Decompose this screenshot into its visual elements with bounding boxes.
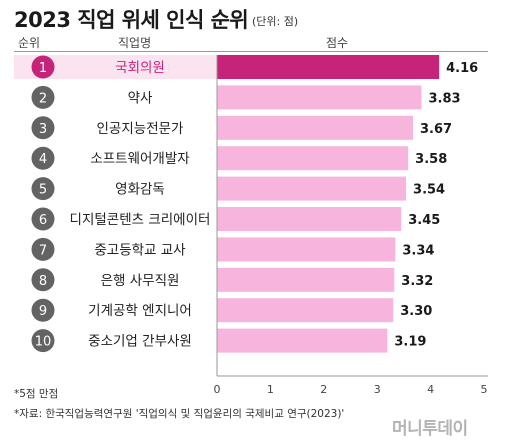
- rank-circle: [31, 146, 55, 170]
- bar: [217, 267, 395, 292]
- job-label: 은행 사무직원: [101, 273, 180, 289]
- rank-circle: [31, 207, 55, 231]
- value-label: 4.16: [446, 61, 478, 76]
- bar: [217, 176, 407, 201]
- rank-column-header: 순위: [18, 36, 41, 50]
- job-label: 국회의원: [115, 60, 165, 76]
- rank-circle: [31, 55, 55, 79]
- job-label: 영화감독: [115, 182, 165, 198]
- value-label: 3.30: [400, 304, 432, 319]
- rank-circle: [31, 298, 55, 322]
- rank-circle: [31, 177, 55, 201]
- source-note: *자료: 한국직업능력연구원 '직업의식 및 직업윤리의 국제비교 연구(202…: [14, 408, 345, 420]
- job-label: 기계공학 엔지니어: [88, 303, 192, 319]
- score-column-header: 점수: [326, 36, 349, 50]
- bar: [217, 298, 394, 323]
- x-tick-label: 0: [214, 383, 221, 396]
- job-label: 인공지능전문가: [97, 121, 184, 137]
- rank-number: 8: [39, 274, 47, 289]
- watermark-logo: 머니투데이: [392, 419, 468, 439]
- scale-note: *5점 만점: [14, 388, 59, 400]
- bar: [217, 207, 402, 231]
- bar: [217, 237, 396, 262]
- rank-number: 10: [35, 335, 52, 350]
- header-divider: [14, 51, 488, 52]
- bar: [217, 146, 409, 171]
- job-label: 소프트웨어개발자: [90, 151, 190, 167]
- job-label: 중소기업 간부사원: [88, 334, 192, 350]
- rank-circle: [31, 85, 55, 109]
- bar: [217, 328, 388, 353]
- value-label: 3.54: [413, 183, 445, 198]
- x-tick-label: 3: [374, 383, 381, 396]
- rank-number: 7: [39, 243, 47, 258]
- rank-number: 2: [39, 91, 47, 106]
- value-label: 3.83: [429, 91, 461, 106]
- value-label: 3.58: [415, 152, 447, 167]
- job-label: 약사: [128, 90, 153, 106]
- rank-circle: [31, 329, 55, 353]
- value-label: 3.19: [394, 335, 426, 350]
- rank-number: 6: [39, 213, 47, 228]
- chart-title: 2023 직업 위세 인식 순위: [14, 8, 249, 32]
- rank-number: 1: [39, 61, 47, 76]
- rank-circle: [31, 116, 55, 140]
- rank-circle: [31, 268, 55, 292]
- job-column-header: 직업명: [118, 36, 152, 50]
- value-label: 3.34: [402, 243, 434, 258]
- rank-circle: [31, 237, 55, 261]
- job-label: 디지털콘텐츠 크리에이터: [70, 212, 211, 228]
- x-tick-label: 1: [267, 383, 274, 396]
- value-label: 3.67: [420, 122, 452, 137]
- value-label: 3.32: [401, 274, 433, 289]
- rank-number: 9: [39, 304, 47, 319]
- bar: [217, 85, 422, 110]
- bar: [217, 115, 413, 140]
- job-label: 중고등학교 교사: [94, 242, 186, 258]
- value-label: 3.45: [408, 213, 440, 228]
- rank-number: 3: [39, 122, 47, 137]
- x-tick-label: 4: [427, 383, 434, 396]
- x-tick-label: 5: [481, 383, 488, 396]
- bar: [217, 55, 440, 79]
- x-tick-label: 2: [320, 383, 327, 396]
- unit-label: (단위: 점): [252, 15, 299, 28]
- rank-number: 5: [39, 183, 47, 198]
- rank-number: 4: [39, 152, 47, 167]
